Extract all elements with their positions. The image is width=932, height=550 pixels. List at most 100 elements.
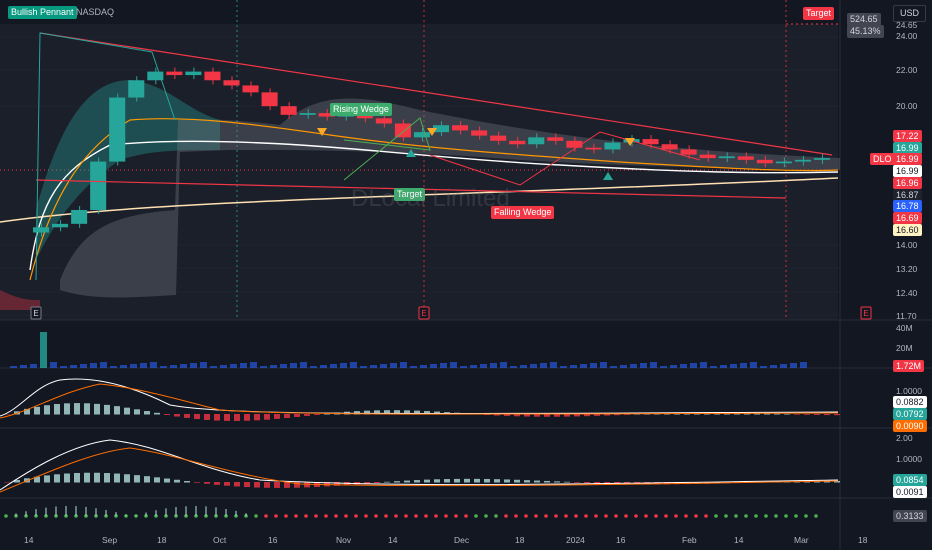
price-chip-4: 16.96 bbox=[893, 177, 922, 189]
macd2-hist-30 bbox=[304, 482, 310, 488]
price-label-1: 24.00 bbox=[896, 31, 918, 41]
macd2-hist-60 bbox=[604, 482, 610, 484]
osc-dot-28 bbox=[284, 514, 288, 518]
target-label-mid: Target bbox=[394, 188, 426, 201]
macd1-hist-26 bbox=[264, 414, 270, 420]
volume-bar-27 bbox=[280, 364, 287, 368]
time-label-9: 2024 bbox=[566, 535, 585, 545]
macd1-hist-82 bbox=[824, 414, 830, 416]
macd1-hist-62 bbox=[624, 414, 630, 415]
macd1-hist-16 bbox=[164, 414, 170, 415]
price-chip-8: 16.60 bbox=[893, 224, 922, 236]
candle-body-41 bbox=[813, 158, 830, 160]
volume-bar-34 bbox=[350, 362, 357, 368]
volume-bar-4 bbox=[50, 362, 57, 368]
osc-dot-29 bbox=[294, 514, 298, 518]
candle-body-15 bbox=[318, 113, 335, 117]
osc-dot-41 bbox=[414, 514, 418, 518]
price-label-7: 11.70 bbox=[896, 311, 917, 321]
macd1-chip-1: 0.0792 bbox=[893, 408, 927, 420]
macd1-hist-81 bbox=[814, 414, 820, 415]
volume-bar-61 bbox=[620, 365, 627, 368]
volume-bar-71 bbox=[720, 365, 727, 368]
volume-bar-42 bbox=[430, 364, 437, 368]
macd2-hist-23 bbox=[234, 482, 240, 487]
volume-bar-70 bbox=[710, 366, 717, 368]
macd2-hist-1 bbox=[14, 480, 20, 483]
volume-bar-1 bbox=[20, 365, 27, 368]
volume-bar-13 bbox=[140, 363, 147, 368]
osc-chip: 0.3133 bbox=[893, 510, 927, 522]
macd2-hist-11 bbox=[114, 473, 120, 483]
macd1-hist-14 bbox=[144, 411, 150, 415]
volume-bar-18 bbox=[190, 363, 197, 368]
time-label-1: Sep bbox=[102, 535, 118, 545]
osc-dot-48 bbox=[484, 514, 488, 518]
macd2-hist-36 bbox=[364, 482, 370, 484]
measure-shade bbox=[0, 24, 838, 320]
volume-bar-0 bbox=[10, 366, 17, 368]
macd1-hist-17 bbox=[174, 414, 180, 417]
candle-body-22 bbox=[452, 125, 469, 131]
candle-body-12 bbox=[261, 92, 278, 107]
volume-bar-56 bbox=[570, 365, 577, 368]
macd1-hist-53 bbox=[534, 414, 540, 417]
volume-bar-3 bbox=[40, 332, 47, 368]
macd2-hist-55 bbox=[554, 481, 560, 483]
target-label-top: Target bbox=[803, 7, 835, 20]
volume-bar-10 bbox=[110, 366, 117, 368]
time-label-13: Mar bbox=[794, 535, 809, 545]
osc-dot-81 bbox=[814, 514, 818, 518]
candle-body-35 bbox=[699, 154, 716, 159]
macd2-hist-47 bbox=[474, 478, 480, 483]
currency-button[interactable]: USD bbox=[893, 5, 927, 22]
volume-bar-6 bbox=[70, 365, 77, 368]
macd2-hist-49 bbox=[494, 479, 500, 483]
osc-dot-39 bbox=[394, 514, 398, 518]
candle-body-0 bbox=[33, 227, 50, 233]
measure-box-pct: 45.13% bbox=[847, 25, 884, 38]
candle-body-14 bbox=[299, 113, 316, 115]
macd2-hist-22 bbox=[224, 482, 230, 486]
volume-bar-19 bbox=[200, 362, 207, 368]
price-label-2: 22.00 bbox=[896, 65, 918, 75]
macd2-hist-33 bbox=[334, 482, 340, 486]
earnings-box-1 bbox=[418, 306, 430, 320]
osc-dot-63 bbox=[634, 514, 638, 518]
volume-bar-58 bbox=[590, 363, 597, 368]
macd1-hist-56 bbox=[564, 414, 570, 417]
candle-body-36 bbox=[718, 156, 735, 159]
osc-dot-58 bbox=[584, 514, 588, 518]
macd2-hist-15 bbox=[154, 477, 160, 483]
macd1-hist-15 bbox=[154, 412, 160, 415]
candle-body-20 bbox=[413, 132, 430, 138]
osc-dot-80 bbox=[804, 514, 808, 518]
price-label-4: 14.00 bbox=[896, 240, 918, 250]
osc-dot-56 bbox=[564, 514, 568, 518]
volume-bar-44 bbox=[450, 362, 457, 368]
macd2-hist-13 bbox=[134, 475, 140, 483]
time-label-11: Feb bbox=[682, 535, 697, 545]
candle-body-1 bbox=[52, 223, 69, 228]
symbol-badge[interactable]: Bullish Pennant bbox=[8, 6, 77, 19]
osc-dot-73 bbox=[734, 514, 738, 518]
time-label-14: 18 bbox=[858, 535, 868, 545]
volume-bar-2 bbox=[30, 364, 37, 368]
osc-dot-75 bbox=[754, 514, 758, 518]
volume-bar-26 bbox=[270, 365, 277, 368]
candle-body-6 bbox=[147, 71, 164, 81]
price-chip-2: 16.99 bbox=[893, 153, 922, 165]
osc-dot-77 bbox=[774, 514, 778, 518]
macd1-hist-41 bbox=[414, 410, 420, 415]
candle-body-2 bbox=[71, 210, 88, 224]
volume-bar-8 bbox=[90, 363, 97, 368]
volume-axis-0: 40M bbox=[896, 323, 913, 333]
volume-bar-74 bbox=[750, 362, 757, 368]
candle-body-7 bbox=[166, 71, 183, 76]
candle-body-19 bbox=[394, 123, 411, 138]
macd2-hist-43 bbox=[434, 479, 440, 483]
macd1-line bbox=[0, 378, 839, 417]
volume-bar-28 bbox=[290, 363, 297, 368]
symbol-tag: DLO bbox=[870, 153, 895, 165]
